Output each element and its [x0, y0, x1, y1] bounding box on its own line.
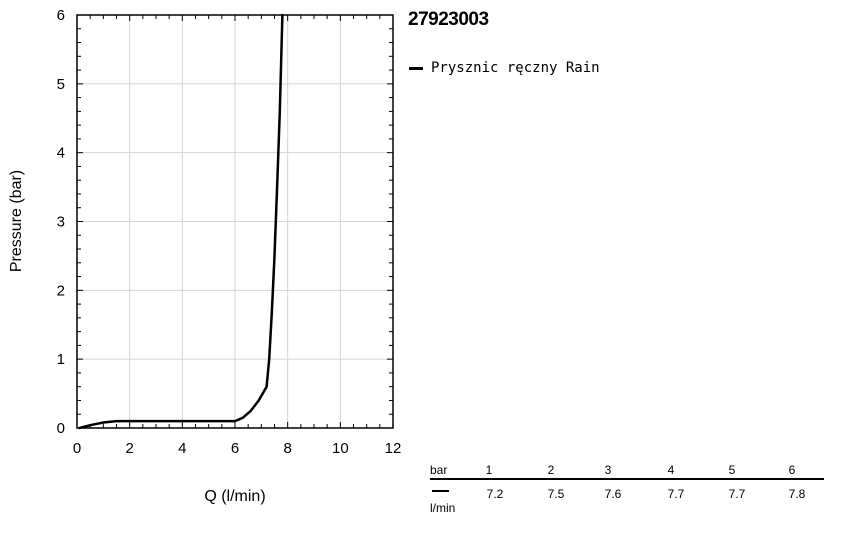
- y-tick-label: 6: [57, 7, 65, 24]
- chart-axes: [76, 14, 394, 429]
- x-tick-label: 2: [125, 440, 133, 457]
- x-tick-label: 12: [385, 440, 402, 457]
- x-tick-label: 10: [332, 440, 349, 457]
- y-tick-label: 5: [57, 76, 65, 93]
- x-tick-label: 8: [283, 440, 291, 457]
- table-pressure-cell: 4: [667, 463, 675, 477]
- product-title: 27923003: [408, 9, 489, 30]
- legend-series-label: Prysznic ręczny Rain: [431, 60, 600, 76]
- table-flow-cell: 7.6: [604, 487, 622, 501]
- table-flow-cell: 7.7: [667, 487, 685, 501]
- legend-line-swatch: [409, 66, 423, 70]
- table-pressure-cell: 3: [604, 463, 612, 477]
- y-tick-label: 2: [57, 282, 65, 299]
- flow-rate-table: bar l/min 1 2 3 4 5 6 7.2 7.5 7.6 7.7 7.…: [430, 462, 824, 518]
- x-axis-title: Q (l/min): [204, 488, 265, 505]
- y-tick-label: 1: [57, 351, 65, 368]
- table-series-swatch: [432, 490, 449, 492]
- x-tick-label: 0: [73, 440, 81, 457]
- chart-gridlines: [76, 14, 394, 429]
- table-flow-cell: 7.5: [547, 487, 565, 501]
- table-flow-cell: 7.7: [728, 487, 746, 501]
- y-tick-label: 4: [57, 145, 65, 162]
- pressure-unit-label: bar: [430, 463, 448, 477]
- series-line: [78, 13, 284, 430]
- table-flow-cell: 7.8: [788, 487, 806, 501]
- flow-unit-label: l/min: [430, 501, 456, 515]
- table-pressure-cell: 2: [547, 463, 555, 477]
- table-divider: [430, 478, 824, 480]
- x-tick-label: 4: [178, 440, 186, 457]
- table-pressure-cell: 6: [788, 463, 796, 477]
- chart-legend: Prysznic ręczny Rain: [409, 60, 600, 76]
- y-tick-label: 3: [57, 214, 65, 231]
- table-pressure-cell: 5: [728, 463, 736, 477]
- table-pressure-cell: 1: [485, 463, 493, 477]
- x-tick-label: 6: [231, 440, 239, 457]
- y-tick-label: 0: [57, 420, 65, 437]
- y-axis-title: Pressure (bar): [8, 170, 25, 272]
- table-flow-cell: 7.2: [486, 487, 504, 501]
- chart-series: [78, 13, 284, 430]
